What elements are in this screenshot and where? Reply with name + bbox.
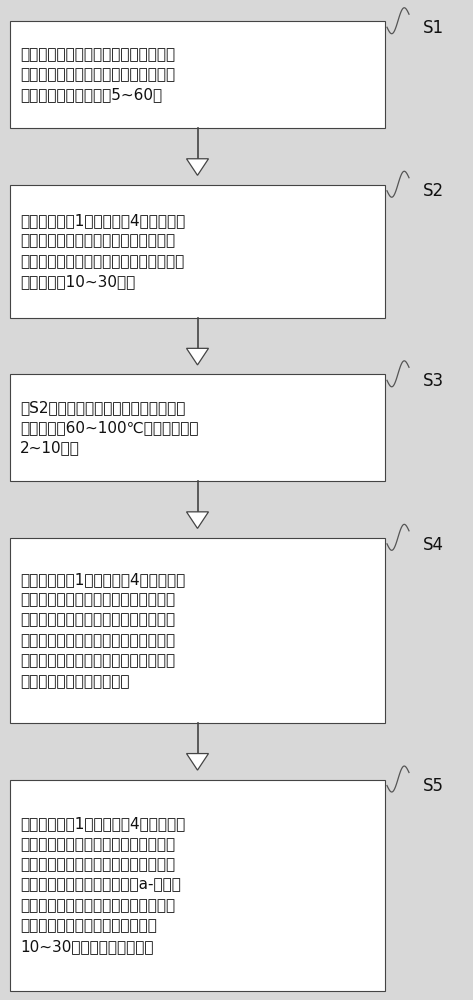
Polygon shape (186, 348, 209, 365)
Polygon shape (186, 754, 209, 770)
Text: S2: S2 (423, 182, 444, 200)
Bar (10, 374, 385, 481)
Polygon shape (186, 512, 209, 528)
Bar (10, 538, 385, 723)
Text: S1: S1 (423, 19, 444, 37)
Text: 对S2混合后的配料进行巴氏杀菌处理，
杀菌温度为60~100℃，杀菌时间为
2~10分钟: 对S2混合后的配料进行巴氏杀菌处理， 杀菌温度为60~100℃，杀菌时间为 2~… (20, 400, 199, 456)
Bar (10, 21, 385, 128)
Polygon shape (186, 159, 209, 175)
Text: S5: S5 (423, 777, 444, 795)
Text: 根据权利要求1至权利要求4中任一项的
复方制剂的配比比例将全脂奶粉、乳清
蛋白粉和麦芽糊精计量并进行配料混合，
混合时间为10~30分钟: 根据权利要求1至权利要求4中任一项的 复方制剂的配比比例将全脂奶粉、乳清 蛋白粉… (20, 213, 185, 289)
Text: 将酸性乳糖酶原料粉、葡萄糖酸锌、全
脂奶粉、乳清蛋白粉和麦芽糊精都进行
烘干处理，烘干时间为5~60秒: 将酸性乳糖酶原料粉、葡萄糖酸锌、全 脂奶粉、乳清蛋白粉和麦芽糊精都进行 烘干处理… (20, 47, 175, 103)
Text: S4: S4 (423, 536, 444, 554)
Bar (10, 780, 385, 991)
Bar (10, 185, 385, 318)
Text: 根据权利要求1至权利要求4中任一项的
复方制剂的配比比例将转铁蛋白和穿梭
肽通过多肽合成形成转铁蛋白受体加入
到经过巴氏杀菌处理的混合配料中，用
于使得转铁蛋白: 根据权利要求1至权利要求4中任一项的 复方制剂的配比比例将转铁蛋白和穿梭 肽通过… (20, 572, 185, 689)
Text: S3: S3 (423, 372, 444, 390)
Text: 根据权利要求1至权利要求4中任一项的
复方制剂的配比比例将酸性乳糖酶原料
粉、葡萄糖酸锌、二十二碳六烯酸、花
生四烯酸，核苷酸，牛磺酸，a-乳清蛋
和胆碱加入到: 根据权利要求1至权利要求4中任一项的 复方制剂的配比比例将酸性乳糖酶原料 粉、葡… (20, 816, 185, 954)
